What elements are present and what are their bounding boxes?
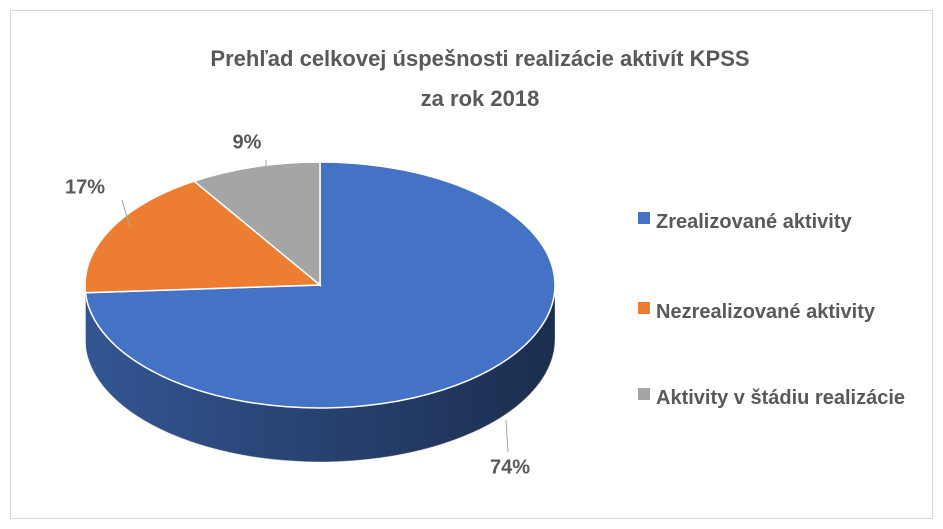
data-label: 74% (490, 456, 530, 478)
chart-title: za rok 2018 (421, 86, 540, 111)
data-label: 9% (233, 131, 262, 153)
slice (192, 161, 321, 287)
data-label: 17% (65, 176, 105, 198)
slice-side-shade (85, 285, 556, 462)
legend-swatch (638, 388, 650, 400)
legend-label: Nezrealizované aktivity (656, 301, 875, 323)
legend-entry: Zrealizované aktivity (638, 204, 928, 240)
legend-swatch (638, 302, 650, 314)
leader-line (505, 419, 509, 453)
slice (84, 180, 323, 294)
chart-title: Prehľad celkovej úspešnosti realizácie a… (210, 46, 749, 71)
legend-entry: Nezrealizované aktivity (638, 294, 928, 330)
legend-entry: Aktivity v štádiu realizácie (638, 380, 928, 416)
leader-line (121, 199, 131, 229)
legend-label: Aktivity v štádiu realizácie (656, 387, 906, 409)
legend-swatch (638, 212, 650, 224)
legend-label: Zrealizované aktivity (656, 211, 852, 233)
